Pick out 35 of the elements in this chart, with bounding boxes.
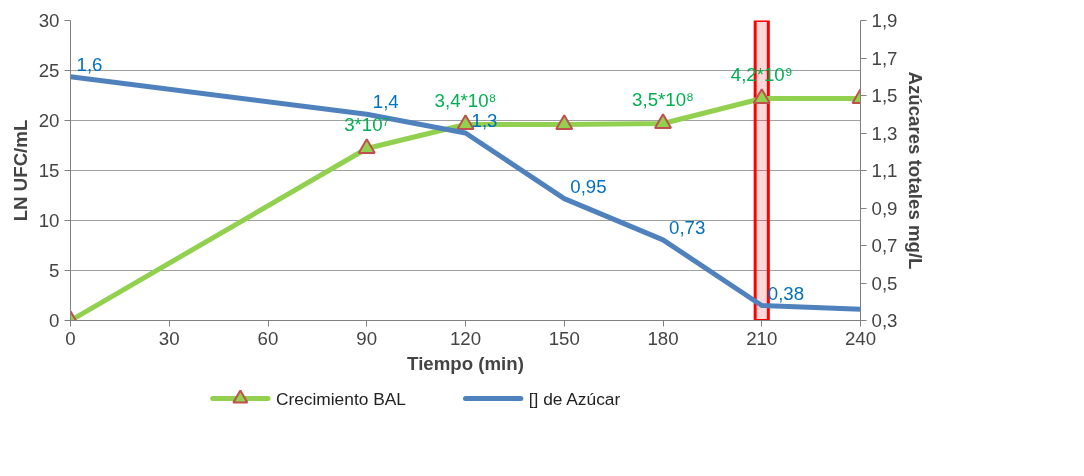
y-axis-title: LN UFC/mL — [9, 119, 31, 222]
legend-label: Crecimiento BAL — [275, 388, 407, 409]
x-tick-label: 120 — [449, 327, 482, 349]
x-tick-label: 90 — [356, 327, 378, 349]
annotation: 3*10⁷ — [344, 113, 390, 135]
y-tick-label: 10 — [38, 210, 60, 231]
y-tick-label: 5 — [49, 260, 60, 281]
data-label: 1,4 — [372, 91, 399, 113]
x-tick-label: 180 — [647, 327, 679, 349]
legend-label: [] de Azúcar — [528, 388, 621, 409]
y-tick-label: 0 — [49, 310, 60, 331]
y-tick-label: 25 — [38, 60, 60, 81]
x-tick-label: 150 — [548, 327, 580, 349]
y-tick-label: 20 — [38, 110, 60, 131]
x-tick-label: 30 — [158, 327, 180, 349]
y2-tick-label: 1,1 — [871, 160, 898, 181]
data-label: 1,6 — [76, 53, 103, 75]
data-label: 0,95 — [570, 175, 607, 197]
x-tick-label: 210 — [746, 327, 778, 349]
y-tick-label: 30 — [38, 10, 60, 31]
x-tick-label: 0 — [65, 327, 76, 349]
x-tick-label: 60 — [257, 327, 279, 349]
y2-axis-title: Azúcares totales mg/L — [905, 71, 927, 270]
x-axis-title: Tiempo (min) — [407, 352, 524, 374]
y2-tick-label: 0,9 — [871, 197, 898, 219]
annotation: 3,5*10⁸ — [632, 88, 694, 110]
y-tick-label: 15 — [38, 160, 60, 181]
annotation: 3,4*10⁸ — [434, 89, 497, 111]
data-label: 0,73 — [669, 216, 706, 238]
y2-tick-label: 0,5 — [871, 272, 898, 294]
y2-tick-label: 1,3 — [871, 122, 898, 144]
y2-tick-label: 1,7 — [871, 47, 898, 69]
y2-tick-label: 0,7 — [871, 235, 898, 256]
y2-tick-label: 1,9 — [871, 10, 898, 31]
y2-tick-label: 1,5 — [871, 85, 898, 106]
